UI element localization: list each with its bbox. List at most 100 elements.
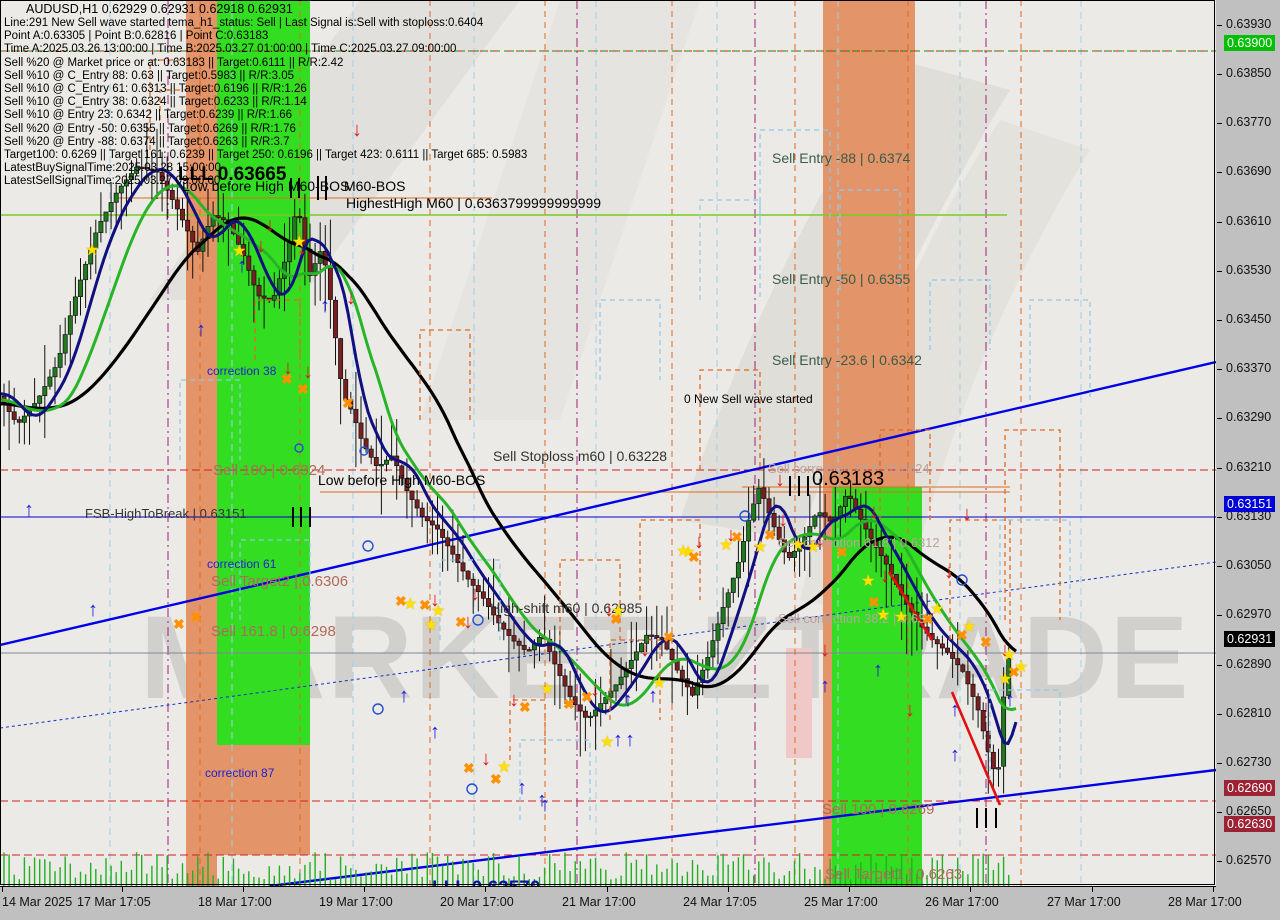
time-tick-label-3: 19 Mar 17:00	[319, 895, 393, 909]
star-marker-icon: ★	[652, 675, 667, 692]
price-tick-mark	[1217, 73, 1222, 75]
sell-arrow-icon: ↓	[820, 639, 830, 661]
star-marker-icon: ★	[232, 243, 247, 260]
chart-info-block: AUDUSD,H1 0.62929 0.62931 0.62918 0.6293…	[4, 2, 527, 189]
price-tick-label-8: 0.63290	[1226, 410, 1272, 425]
star-marker-icon: ★	[753, 539, 768, 556]
star-marker-icon: ★	[676, 543, 691, 560]
buy-arrow-icon: ↑	[537, 789, 547, 811]
buy-arrow-icon: ↑	[399, 685, 409, 707]
cross-marker-icon: ✖	[419, 597, 431, 613]
cross-marker-icon: ✖	[490, 771, 502, 787]
chart-plot-area[interactable]: MARKET ZTRADE	[0, 0, 1216, 886]
info-line-7: Sell %10 @ Entry 23: 0.6342 || Target:0.…	[4, 109, 293, 122]
cross-marker-icon: ✖	[519, 699, 531, 715]
cross-marker-icon: ✖	[455, 614, 467, 630]
buy-arrow-icon: ↑	[88, 599, 98, 621]
price-tick-label-10: 0.63130	[1226, 508, 1272, 523]
annotation-sell-entry-88: Sell Entry -88 | 0.6374	[772, 150, 911, 166]
cross-marker-icon: ✖	[581, 689, 593, 705]
cross-marker-icon: ✖	[610, 611, 622, 627]
time-tick-label-5: 21 Mar 17:00	[562, 895, 636, 909]
sell-arrow-icon: ↓	[352, 119, 362, 141]
star-marker-icon: ★	[540, 681, 555, 698]
annotation-low-before-high-2: Low before High M60-BOS	[318, 472, 486, 488]
buy-arrow-icon: ↑	[24, 499, 34, 521]
time-scale[interactable]: 14 Mar 2025 17 Mar 17:05 18 Mar 17:00 19 Ma…	[0, 886, 1242, 920]
time-tick-mark	[485, 887, 486, 892]
cross-marker-icon: ✖	[1008, 664, 1020, 680]
time-tick-mark	[2, 887, 3, 892]
buy-arrow-icon: ↑	[613, 729, 623, 751]
annotation-sell-100-upper: Sell 100 | 0.6324	[213, 462, 326, 479]
star-marker-icon: ★	[998, 671, 1013, 688]
price-tick-label-11: 0.63050	[1226, 558, 1272, 573]
annotation-sell-correction-382: Sell correction 38.2 | 0.63	[778, 611, 926, 626]
time-tick-label-7: 25 Mar 17:00	[804, 895, 878, 909]
cross-marker-icon: ✖	[956, 627, 968, 643]
sell-arrow-icon: ↓	[726, 524, 736, 546]
buy-arrow-icon: ↑	[623, 689, 633, 711]
sell-arrow-icon: ↓	[256, 235, 266, 257]
star-marker-icon: ★	[876, 607, 891, 624]
star-marker-icon: ★	[424, 617, 439, 634]
info-symbol-line: AUDUSD,H1 0.62929 0.62931 0.62918 0.6293…	[26, 2, 293, 16]
star-marker-icon: ★	[1002, 647, 1017, 664]
annotation-sell-entry-236: Sell Entry -23.6 | 0.6342	[772, 352, 922, 368]
info-line-10: Target100: 0.6269 || Target 161: 0.6239 …	[4, 149, 528, 162]
buy-arrow-icon: ↑	[950, 744, 960, 766]
annotation-correction-87: correction 87	[205, 766, 275, 780]
price-badge-black: 0.62931	[1224, 631, 1276, 648]
annotation-high-shift: High-shift m60 | 0.62985	[490, 600, 643, 616]
info-line-5: Sell %10 @ C_Entry 61: 0.6313 || Target:…	[4, 83, 307, 96]
info-line-8: Sell %20 @ Entry -50: 0.6355 || Target:0…	[4, 122, 296, 135]
star-marker-icon: ★	[681, 544, 696, 561]
price-badge-red: 0.62630	[1224, 816, 1276, 833]
cross-marker-icon: ✖	[463, 760, 475, 776]
star-marker-icon: ★	[611, 603, 626, 620]
buy-arrow-icon: ↑	[1005, 689, 1015, 711]
sell-arrow-icon: ↓	[869, 501, 879, 523]
price-tick-mark	[1217, 369, 1222, 371]
zone-pink-mid	[786, 648, 812, 758]
sell-arrow-icon: ↓	[297, 237, 307, 259]
price-tick-mark	[1217, 615, 1222, 617]
time-tick-mark	[970, 887, 971, 892]
buy-arrow-icon: ↑	[820, 675, 830, 697]
price-tick-label-12: 0.62970	[1226, 607, 1272, 622]
price-scale[interactable]: 0.63930 0.63850 0.63770 0.63690 0.63610 0.635…	[1216, 0, 1280, 920]
price-tick-label-16: 0.62650	[1226, 804, 1272, 819]
price-tick-mark	[1217, 270, 1222, 272]
price-tick-label-5: 0.63530	[1226, 262, 1272, 277]
time-tick-label-1: 17 Mar 17:05	[77, 895, 151, 909]
sell-arrow-icon: ↓	[590, 679, 600, 701]
price-tick-label-3: 0.63690	[1226, 164, 1272, 179]
zone-green-right	[832, 487, 922, 886]
time-tick-mark	[607, 887, 608, 892]
star-marker-icon: ★	[403, 596, 418, 613]
star-marker-icon: ★	[719, 537, 734, 554]
buy-arrow-icon: ↑	[517, 777, 527, 799]
star-marker-icon: ★	[85, 242, 100, 259]
info-line-3: Sell %20 @ Market price or at: 0.63183 |…	[4, 56, 344, 69]
price-tick-mark	[1217, 516, 1222, 518]
annotation-sell-correction-235: Sell correction 23.5 | 0.6324	[768, 461, 930, 476]
annotation-sell-target2: Sell Target2 | 0.6306	[211, 573, 349, 590]
annotation-fsb-hightobreak: FSB-HighToBreak | 0.63151	[85, 506, 247, 521]
time-tick-label-9: 27 Mar 17:00	[1047, 895, 1121, 909]
price-tick-label-17: 0.62570	[1226, 853, 1272, 868]
cross-marker-icon: ✖	[395, 593, 407, 609]
buy-arrow-icon: ↑	[320, 295, 330, 317]
sell-arrow-icon: ↓	[775, 469, 785, 491]
annotation-sell-stoploss: Sell Stoploss m60 | 0.63228	[493, 448, 668, 464]
price-tick-mark	[1217, 566, 1222, 568]
annotation-sell-1618: Sell 161.8 | 0.6298	[211, 623, 336, 640]
price-tick-label-0: 0.63930	[1226, 16, 1272, 31]
info-line-4: Sell %10 @ C_Entry 88: 0.63 || Target:0.…	[4, 69, 294, 82]
price-badge-green: 0.63900	[1224, 35, 1276, 52]
time-tick-mark	[243, 887, 244, 892]
annotation-price-063183: 0.63183	[812, 468, 885, 490]
time-tick-mark	[849, 887, 850, 892]
sell-arrow-icon: ↓	[470, 583, 480, 605]
